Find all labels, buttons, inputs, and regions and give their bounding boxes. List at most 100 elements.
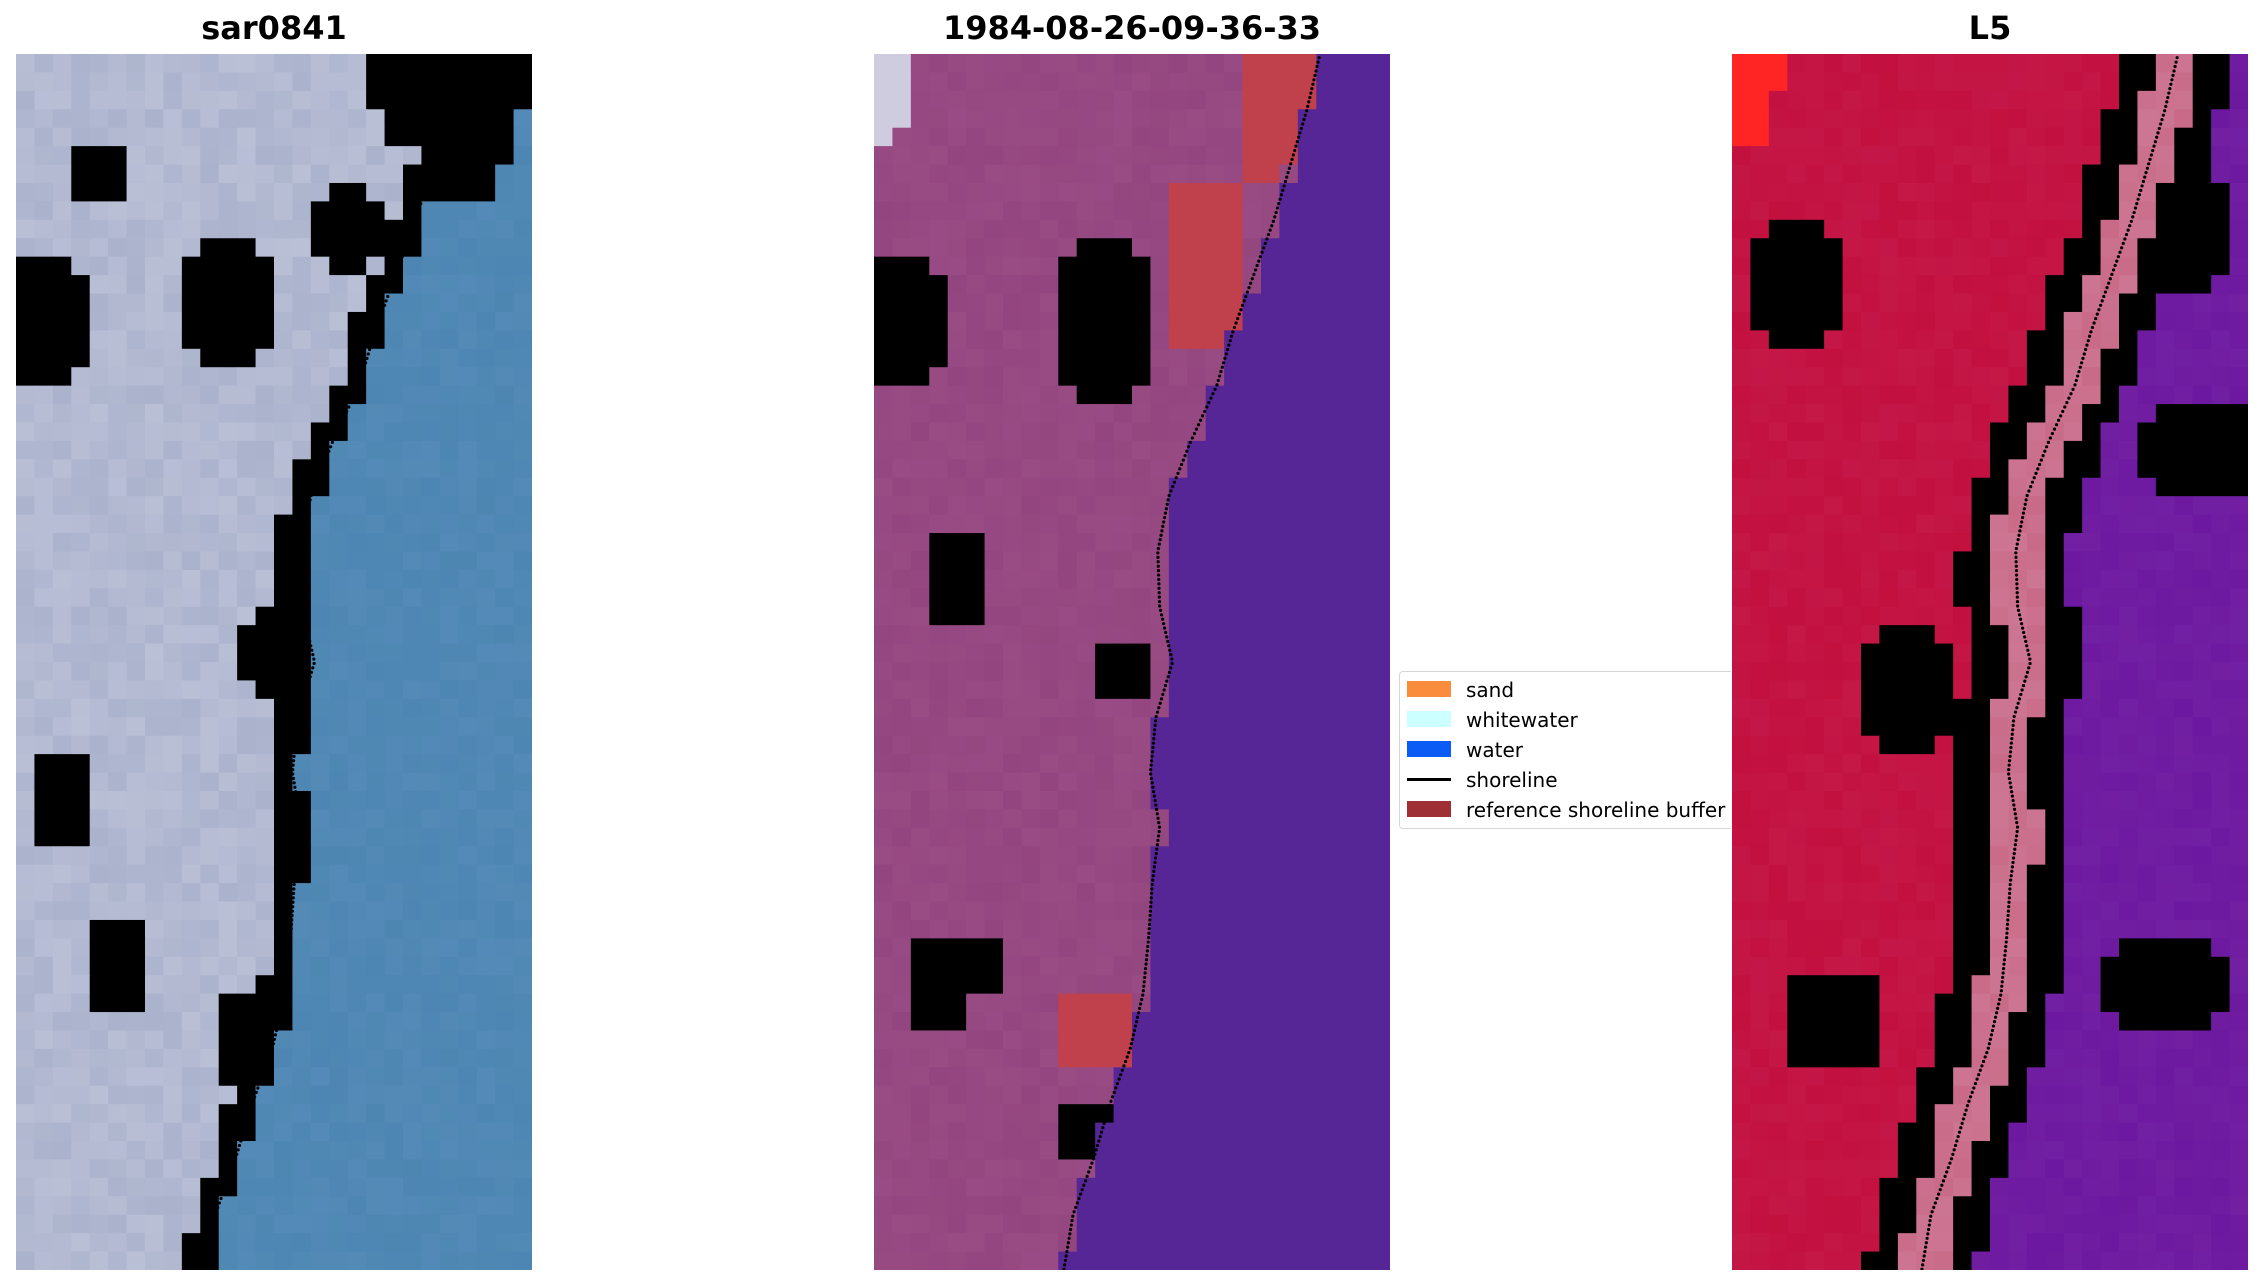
pixel-cell [163,533,183,553]
pixel-cell [274,1251,294,1270]
pixel-cell [1039,754,1059,774]
pixel-cell [947,1196,967,1216]
pixel-cell [1334,846,1354,866]
pixel-cell [1261,348,1281,368]
pixel-cell [2211,311,2231,331]
pixel-cell [513,219,532,239]
pixel-cell [458,938,478,958]
pixel-cell [71,643,91,663]
shoreline-point [1283,179,1287,184]
pixel-cell [910,1196,930,1216]
pixel-cell [1279,72,1299,92]
pixel-cell [292,54,312,74]
pixel-cell [310,1233,330,1253]
pixel-cell [892,606,912,626]
pixel-cell [2063,404,2083,424]
pixel-cell [1261,422,1281,442]
shoreline-point [1301,122,1305,126]
pixel-cell [255,1030,275,1050]
pixel-cell [145,146,165,166]
pixel-cell [329,551,349,571]
pixel-cell [1132,459,1152,479]
pixel-cell [1353,219,1373,239]
pixel-cell [274,90,294,110]
pixel-cell [1297,348,1317,368]
shoreline-point [1147,927,1151,931]
shoreline-point [209,1236,213,1240]
pixel-cell [366,1141,386,1161]
pixel-cell [910,1030,930,1050]
pixel-cell [237,1104,257,1124]
pixel-cell [16,146,36,166]
pixel-cell [874,385,894,405]
shoreline-point [1154,803,1158,807]
pixel-cell [966,201,986,221]
pixel-cell [1316,293,1336,313]
pixel-cell [237,72,257,92]
pixel-cell [2100,182,2120,202]
pixel-cell [1187,440,1207,460]
shoreline-point [1151,745,1155,750]
shoreline-point [439,135,443,139]
pixel-cell [1805,440,1825,460]
pixel-cell [458,1251,478,1270]
pixel-cell [947,827,967,847]
pixel-cell [292,993,312,1013]
pixel-cell [1842,311,1862,331]
pixel-cell [384,588,404,608]
pixel-cell [1021,1233,1041,1253]
pixel-cell [1224,1196,1244,1216]
pixel-cell [966,1177,986,1197]
pixel-cell [1297,54,1317,74]
shoreline-point [299,582,303,586]
pixel-cell [476,901,496,921]
pixel-cell [1058,238,1078,258]
pixel-cell [1168,238,1188,258]
pixel-cell [200,1085,220,1105]
pixel-cell [1058,662,1078,682]
pixel-cell [1150,164,1170,184]
pixel-cell [495,827,515,847]
pixel-cell [984,219,1004,239]
pixel-cell [984,1012,1004,1032]
pixel-cell [108,440,128,460]
pixel-cell [1168,717,1188,737]
shoreline-point [1218,374,1222,378]
pixel-cell [1768,404,1788,424]
pixel-cell [1113,496,1133,516]
pixel-cell [1334,109,1354,129]
pixel-cell [1953,514,1973,534]
pixel-cell [1750,164,1770,184]
pixel-cell [1187,72,1207,92]
pixel-cell [2045,256,2065,276]
pixel-cell [421,662,441,682]
pixel-cell [874,367,894,387]
pixel-cell [1824,422,1844,442]
pixel-cell [384,569,404,589]
pixel-cell [1353,606,1373,626]
pixel-cell [1113,164,1133,184]
pixel-cell [384,1159,404,1179]
pixel-cell [929,219,949,239]
pixel-cell [347,146,367,166]
pixel-cell [1058,1104,1078,1124]
pixel-cell [476,827,496,847]
shoreline-point [365,356,369,360]
pixel-cell [1168,440,1188,460]
pixel-cell [1039,993,1059,1013]
pixel-cell [1916,54,1936,74]
pixel-cell [274,404,294,424]
pixel-cell [1003,146,1023,166]
pixel-cell [1039,1067,1059,1087]
pixel-cell [71,975,91,995]
pixel-cell [1039,238,1059,258]
pixel-cell [200,367,220,387]
pixel-cell [1021,883,1041,903]
pixel-cell [403,440,423,460]
pixel-cell [1187,606,1207,626]
pixel-cell [1168,330,1188,350]
pixel-cell [218,109,238,129]
pixel-cell [1224,625,1244,645]
pixel-cell [237,1233,257,1253]
shoreline-point [1281,188,1285,192]
